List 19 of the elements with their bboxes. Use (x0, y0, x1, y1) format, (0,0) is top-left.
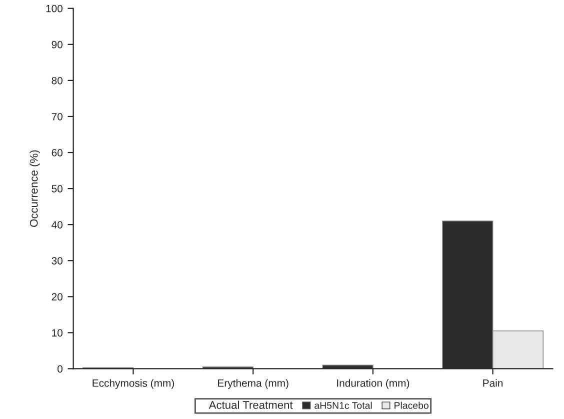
legend-label: Placebo (394, 402, 428, 409)
legend-label: aH5N1c Total (314, 402, 372, 409)
y-axis-title: Occurrence (%) (30, 150, 40, 227)
x-tick-label: Erythema (mm) (218, 379, 288, 389)
y-tick-label: 50 (52, 185, 62, 192)
y-tick-label: 60 (52, 149, 62, 156)
y-tick-label: 30 (52, 257, 62, 264)
y-tick-label: 10 (52, 329, 62, 337)
y-tick-label: 80 (52, 76, 62, 84)
y-tick-label: 0 (58, 365, 62, 373)
y-tick-label: 90 (52, 40, 62, 48)
y-tick-label: 20 (52, 293, 62, 301)
y-tick-label: 100 (46, 4, 62, 12)
y-tick-label: 40 (52, 221, 62, 228)
x-tick-label: Ecchymosis (mm) (92, 379, 174, 389)
x-tick-label: Induration (mm) (337, 379, 410, 389)
x-tick-label: Pain (483, 379, 503, 387)
y-tick-label: 70 (52, 112, 62, 120)
legend-title: Actual Treatment (208, 400, 293, 409)
